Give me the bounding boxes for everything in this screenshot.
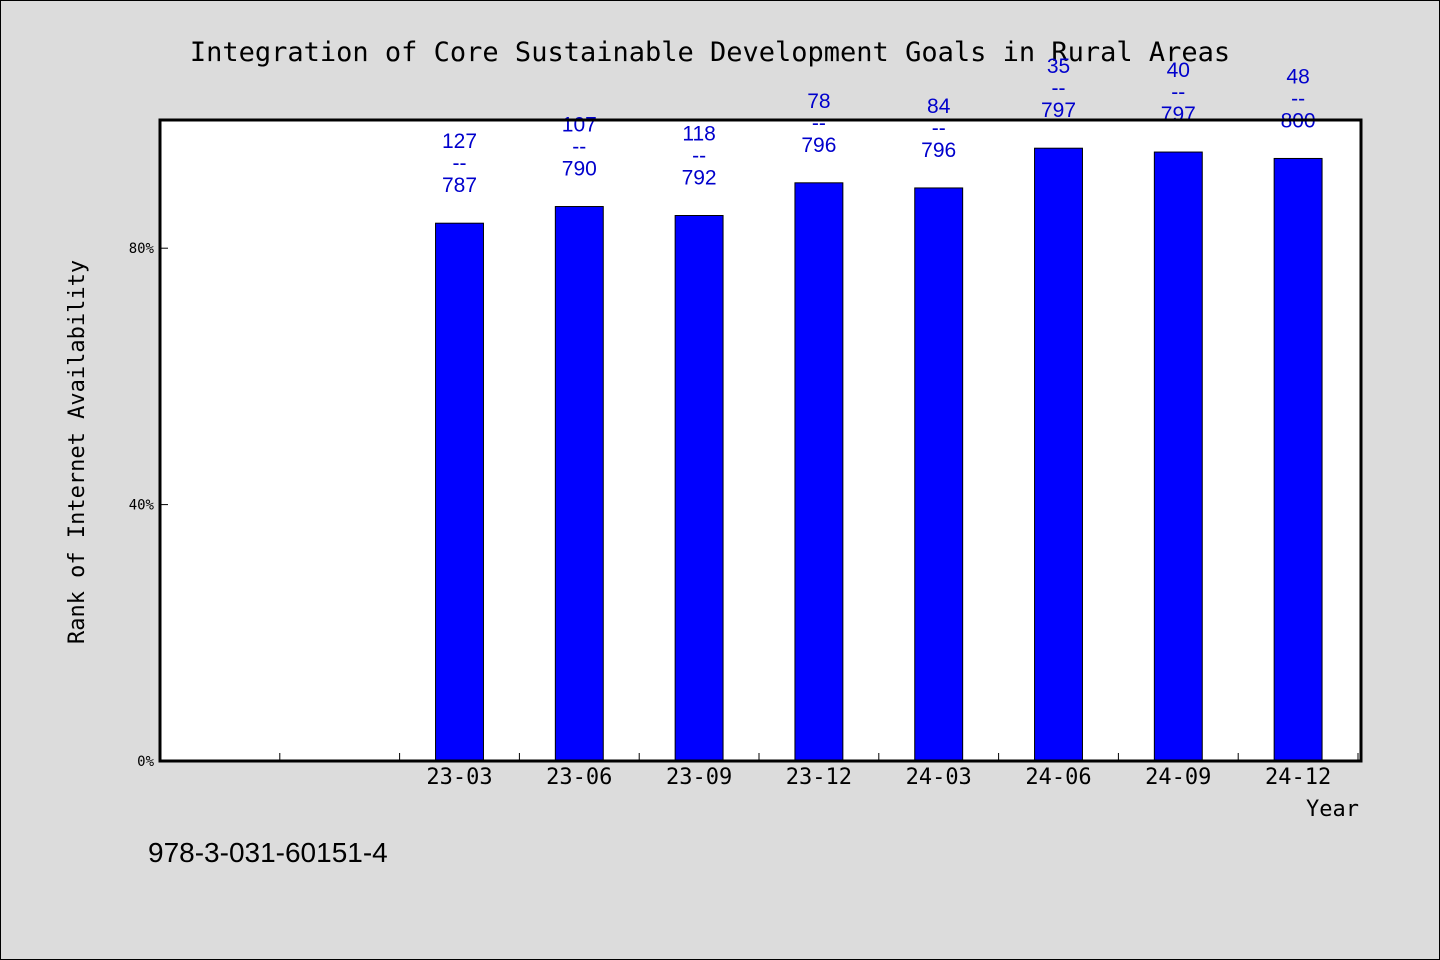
- y-tick-label: 80%: [129, 241, 155, 257]
- isbn-text: 978-3-031-60151-4: [148, 837, 388, 868]
- bar: [1153, 151, 1203, 762]
- plot-border: [158, 118, 1363, 763]
- data-label: 107: [562, 114, 597, 137]
- data-label: 127: [442, 130, 477, 153]
- bar: [1273, 157, 1323, 762]
- bar: [435, 222, 484, 762]
- x-tick-label: 23-03: [426, 765, 492, 790]
- bar: [794, 182, 844, 762]
- data-label: 797: [1161, 103, 1196, 126]
- data-label: --: [1291, 87, 1305, 110]
- data-label: 787: [442, 174, 477, 197]
- data-label: 118: [682, 123, 715, 146]
- x-tick-label: 24-03: [906, 765, 972, 790]
- data-label: 78: [807, 90, 830, 113]
- x-tick-label: 24-12: [1265, 765, 1331, 790]
- bars-group: [435, 147, 1323, 762]
- data-label: --: [692, 145, 706, 168]
- data-label: --: [572, 136, 586, 159]
- x-axis-ticks: 23-03 23-06 23-09 23-12 24-03 24-06 24-09 24-12: [279, 753, 1359, 790]
- data-label: 796: [921, 139, 956, 162]
- data-label: 84: [927, 95, 951, 118]
- data-label: 40: [1167, 59, 1190, 82]
- x-tick-label: 23-09: [666, 765, 732, 790]
- y-axis-label: Rank of Internet Availability: [65, 260, 90, 644]
- x-tick-label: 23-06: [546, 765, 612, 790]
- data-label: 48: [1286, 65, 1309, 88]
- data-label: --: [812, 112, 826, 135]
- y-tick-label: 0%: [137, 754, 154, 770]
- bar: [914, 187, 964, 762]
- x-tick-label: 23-12: [786, 765, 852, 790]
- data-label: --: [1171, 81, 1185, 104]
- data-label: 35: [1047, 55, 1070, 78]
- data-label: --: [1052, 77, 1066, 100]
- bar: [554, 206, 604, 762]
- data-label: 796: [801, 134, 836, 157]
- bar: [1034, 147, 1083, 762]
- x-tick-label: 24-06: [1025, 765, 1091, 790]
- data-label: --: [453, 152, 467, 175]
- chart-title: Integration of Core Sustainable Developm…: [190, 37, 1230, 68]
- data-label: 797: [1041, 99, 1076, 122]
- x-axis-label: Year: [1306, 797, 1359, 822]
- x-tick-label: 24-09: [1145, 765, 1211, 790]
- y-axis-ticks: 0% 40% 80%: [129, 241, 168, 770]
- y-tick-label: 40%: [129, 498, 155, 514]
- data-label: --: [932, 117, 946, 140]
- data-label: 792: [682, 167, 717, 190]
- data-label: 790: [562, 158, 597, 181]
- bar: [674, 215, 724, 762]
